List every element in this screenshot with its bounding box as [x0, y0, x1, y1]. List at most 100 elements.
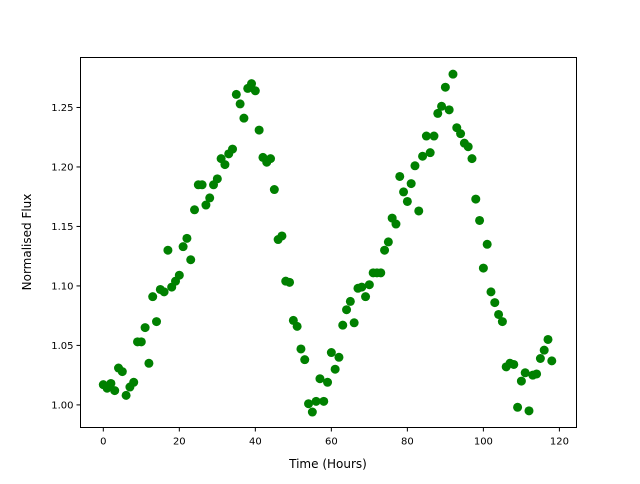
data-point — [285, 277, 295, 287]
data-point — [524, 406, 534, 416]
data-point — [174, 270, 184, 280]
data-point — [414, 206, 424, 216]
data-point — [247, 79, 257, 89]
data-point — [494, 309, 504, 319]
data-point — [319, 396, 329, 406]
data-point — [266, 154, 276, 164]
y-axis-label: Normalised Flux — [20, 194, 34, 291]
data-point — [201, 200, 211, 210]
data-point — [269, 185, 279, 195]
data-point — [117, 367, 127, 377]
data-point — [235, 99, 245, 109]
data-point — [178, 242, 188, 252]
data-point — [300, 355, 310, 365]
data-point — [239, 113, 249, 123]
data-point — [471, 194, 481, 204]
data-point — [338, 320, 348, 330]
y-tick-label: 1.10 — [51, 281, 73, 292]
data-point — [228, 144, 238, 154]
data-point — [520, 368, 530, 378]
data-point — [418, 151, 428, 161]
data-point — [383, 237, 393, 247]
x-tick-label: 0 — [100, 437, 106, 448]
data-point — [106, 378, 116, 388]
data-point — [509, 359, 519, 369]
data-point — [163, 245, 173, 255]
data-point — [402, 196, 412, 206]
data-point — [220, 160, 230, 170]
data-point — [532, 369, 542, 379]
y-tick-label: 1.20 — [51, 162, 73, 173]
data-point — [421, 131, 431, 141]
data-point — [361, 292, 371, 302]
plot-frame — [80, 57, 577, 428]
data-point — [144, 358, 154, 368]
data-point — [323, 377, 333, 387]
data-point — [182, 233, 192, 243]
data-point — [478, 263, 488, 273]
data-point — [364, 280, 374, 290]
data-point — [513, 402, 523, 412]
data-point — [342, 305, 352, 315]
data-point — [463, 142, 473, 152]
data-point — [376, 268, 386, 278]
data-point — [129, 377, 139, 387]
data-point — [250, 86, 260, 96]
data-point — [292, 321, 302, 331]
data-point — [296, 344, 306, 354]
data-point — [231, 89, 241, 99]
data-point — [395, 171, 405, 181]
data-point — [140, 323, 150, 333]
x-tick-label: 80 — [401, 437, 414, 448]
x-tick-label: 100 — [474, 437, 493, 448]
data-point — [152, 317, 162, 327]
y-tick-label: 1.25 — [51, 103, 73, 114]
data-point — [406, 179, 416, 189]
data-point — [543, 334, 553, 344]
data-point — [330, 364, 340, 374]
data-point — [121, 390, 131, 400]
data-point — [475, 215, 485, 225]
data-point — [334, 352, 344, 362]
data-point — [448, 69, 458, 79]
data-point — [467, 154, 477, 164]
x-axis: 0 20 40 60 80 100 120 — [100, 427, 569, 448]
data-point — [516, 376, 526, 386]
data-point — [486, 287, 496, 297]
data-point — [254, 125, 264, 135]
data-point — [186, 255, 196, 265]
x-tick-label: 120 — [550, 437, 569, 448]
data-point — [307, 407, 317, 417]
data-point — [535, 353, 545, 363]
y-tick-label: 1.00 — [51, 400, 73, 411]
data-point — [429, 131, 439, 141]
data-point — [490, 298, 500, 308]
y-axis: 1.00 1.05 1.10 1.15 1.20 1.25 — [51, 103, 81, 411]
data-point — [380, 245, 390, 255]
data-points — [98, 69, 557, 417]
data-point — [205, 193, 215, 203]
data-point — [539, 345, 549, 355]
data-point — [277, 231, 287, 241]
data-point — [304, 399, 314, 409]
y-tick-label: 1.05 — [51, 341, 73, 352]
data-point — [456, 129, 466, 139]
data-point — [311, 396, 321, 406]
data-point — [315, 374, 325, 384]
y-tick-label: 1.15 — [51, 222, 73, 233]
data-point — [136, 337, 146, 347]
data-point — [391, 219, 401, 229]
data-point — [399, 187, 409, 197]
data-point — [197, 180, 207, 190]
data-point — [148, 292, 158, 302]
data-point — [444, 105, 454, 115]
data-point — [482, 239, 492, 249]
data-point — [440, 82, 450, 92]
data-point — [190, 205, 200, 215]
data-point — [410, 161, 420, 171]
data-point — [425, 148, 435, 158]
data-point — [110, 386, 120, 396]
data-point — [159, 287, 169, 297]
data-point — [212, 174, 222, 184]
